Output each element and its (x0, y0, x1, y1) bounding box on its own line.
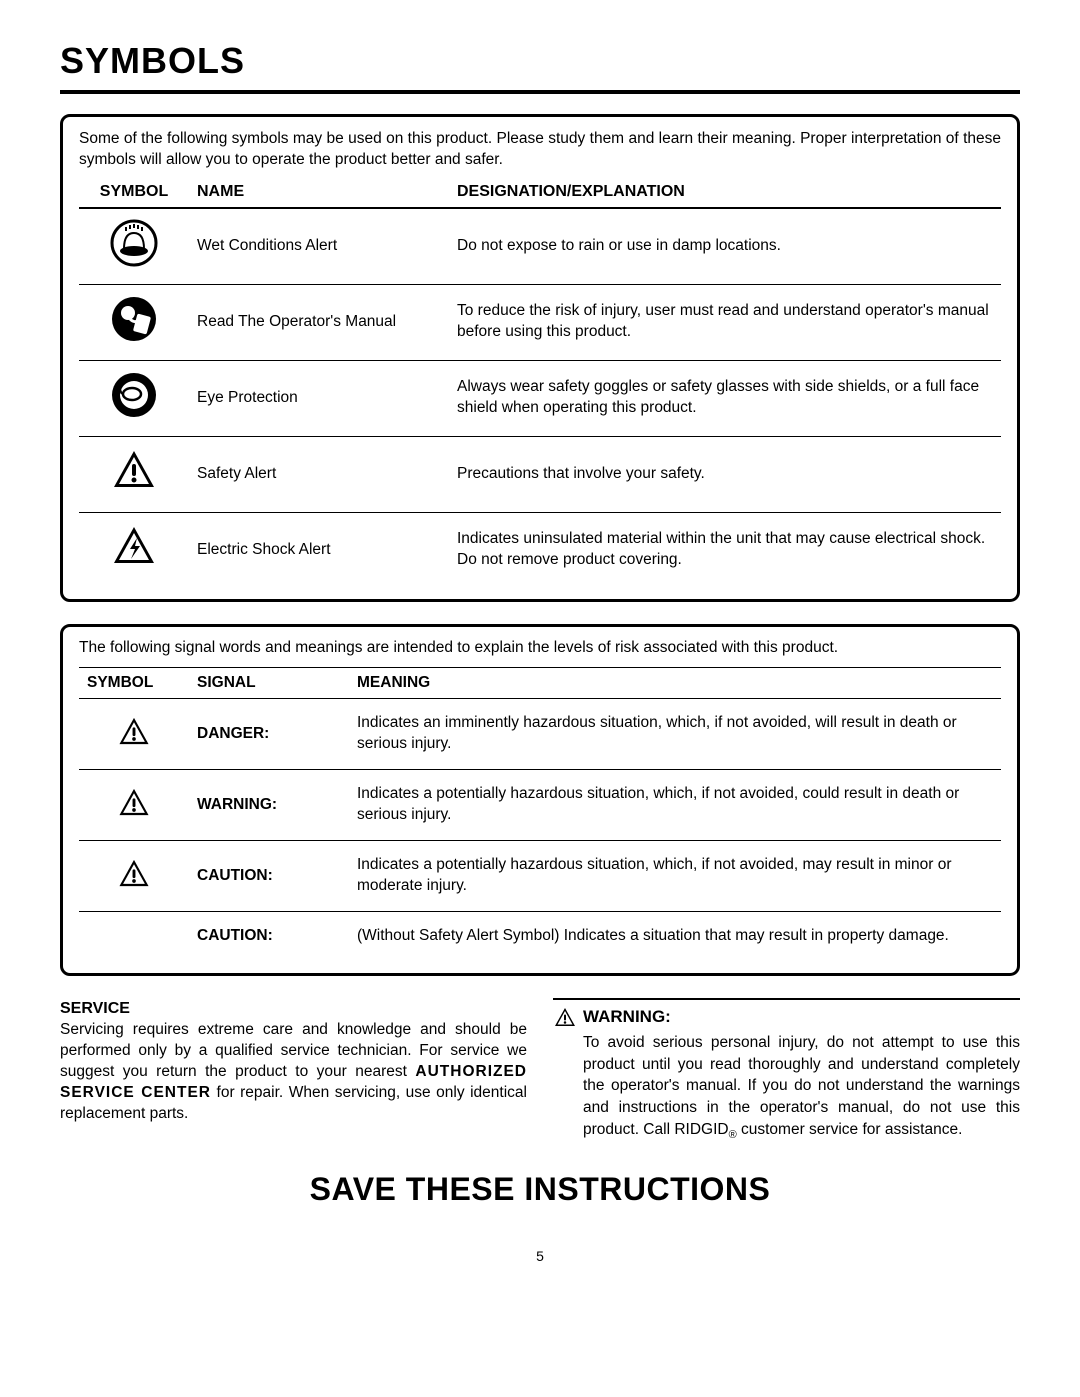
sym-name: Wet Conditions Alert (189, 208, 449, 284)
table-row: DANGER: Indicates an imminently hazardou… (79, 699, 1001, 770)
sym-name: Read The Operator's Manual (189, 284, 449, 360)
table-row: Read The Operator's Manual To reduce the… (79, 284, 1001, 360)
th-symbol2: SYMBOL (79, 668, 189, 699)
page-number: 5 (60, 1248, 1020, 1264)
sym-desc: To reduce the risk of injury, user must … (449, 284, 1001, 360)
safety-alert-icon (116, 857, 152, 889)
sym-desc: Always wear safety goggles or safety gla… (449, 360, 1001, 436)
signal-box: The following signal words and meanings … (60, 624, 1020, 975)
th-signal: SIGNAL (189, 668, 349, 699)
service-body: Servicing requires extreme care and know… (60, 1020, 527, 1125)
th-name: NAME (189, 179, 449, 208)
safety-alert-icon (116, 715, 152, 747)
table-row: Safety Alert Precautions that involve yo… (79, 436, 1001, 512)
symbols-box: Some of the following symbols may be use… (60, 114, 1020, 602)
table-row: Eye Protection Always wear safety goggle… (79, 360, 1001, 436)
warning-heading: WARNING: (583, 1007, 671, 1027)
signal-meaning: Indicates an imminently hazardous situat… (349, 699, 1001, 770)
warning-heading-row: WARNING: (553, 1006, 1020, 1028)
th-symbol: SYMBOL (79, 179, 189, 208)
symbols-table: SYMBOL NAME DESIGNATION/EXPLANATION Wet … (79, 179, 1001, 588)
sym-name: Eye Protection (189, 360, 449, 436)
th-meaning: MEANING (349, 668, 1001, 699)
title-rule (60, 90, 1020, 94)
service-column: SERVICE Servicing requires extreme care … (60, 998, 527, 1143)
electric-shock-icon (110, 523, 158, 571)
sym-name: Electric Shock Alert (189, 512, 449, 587)
wet-conditions-icon (110, 219, 158, 267)
sym-name: Safety Alert (189, 436, 449, 512)
signal-word: CAUTION: (189, 841, 349, 912)
warning-body: To avoid serious personal injury, do not… (553, 1032, 1020, 1143)
warning-rule (553, 998, 1020, 1000)
signal-meaning: Indicates a potentially hazardous situat… (349, 770, 1001, 841)
signal-word: WARNING: (189, 770, 349, 841)
signal-intro: The following signal words and meanings … (79, 639, 1001, 665)
sym-desc: Precautions that involve your safety. (449, 436, 1001, 512)
service-heading: SERVICE (60, 1000, 527, 1018)
signal-word: CAUTION: (189, 911, 349, 960)
sym-desc: Indicates uninsulated material within th… (449, 512, 1001, 587)
table-row: Electric Shock Alert Indicates uninsulat… (79, 512, 1001, 587)
save-instructions: SAVE THESE INSTRUCTIONS (60, 1171, 1020, 1208)
signal-table: SYMBOL SIGNAL MEANING DANGER: Indicates … (79, 667, 1001, 960)
safety-alert-icon (116, 786, 152, 818)
table-row: WARNING: Indicates a potentially hazardo… (79, 770, 1001, 841)
warning-column: WARNING: To avoid serious personal injur… (553, 998, 1020, 1143)
table-row: CAUTION: (Without Safety Alert Symbol) I… (79, 911, 1001, 960)
trademark-symbol: ® (729, 1129, 737, 1141)
safety-alert-icon (110, 447, 158, 495)
table-row: CAUTION: Indicates a potentially hazardo… (79, 841, 1001, 912)
signal-meaning: Indicates a potentially hazardous situat… (349, 841, 1001, 912)
signal-word: DANGER: (189, 699, 349, 770)
symbols-intro: Some of the following symbols may be use… (79, 129, 1001, 171)
th-designation: DESIGNATION/EXPLANATION (449, 179, 1001, 208)
eye-protection-icon (110, 371, 158, 419)
read-manual-icon (110, 295, 158, 343)
sym-desc: Do not expose to rain or use in damp loc… (449, 208, 1001, 284)
warning-post: customer service for assistance. (737, 1121, 963, 1138)
bottom-columns: SERVICE Servicing requires extreme care … (60, 998, 1020, 1143)
table-row: Wet Conditions Alert Do not expose to ra… (79, 208, 1001, 284)
signal-meaning: (Without Safety Alert Symbol) Indicates … (349, 911, 1001, 960)
safety-alert-icon (553, 1006, 577, 1028)
page-title: SYMBOLS (60, 40, 1020, 82)
